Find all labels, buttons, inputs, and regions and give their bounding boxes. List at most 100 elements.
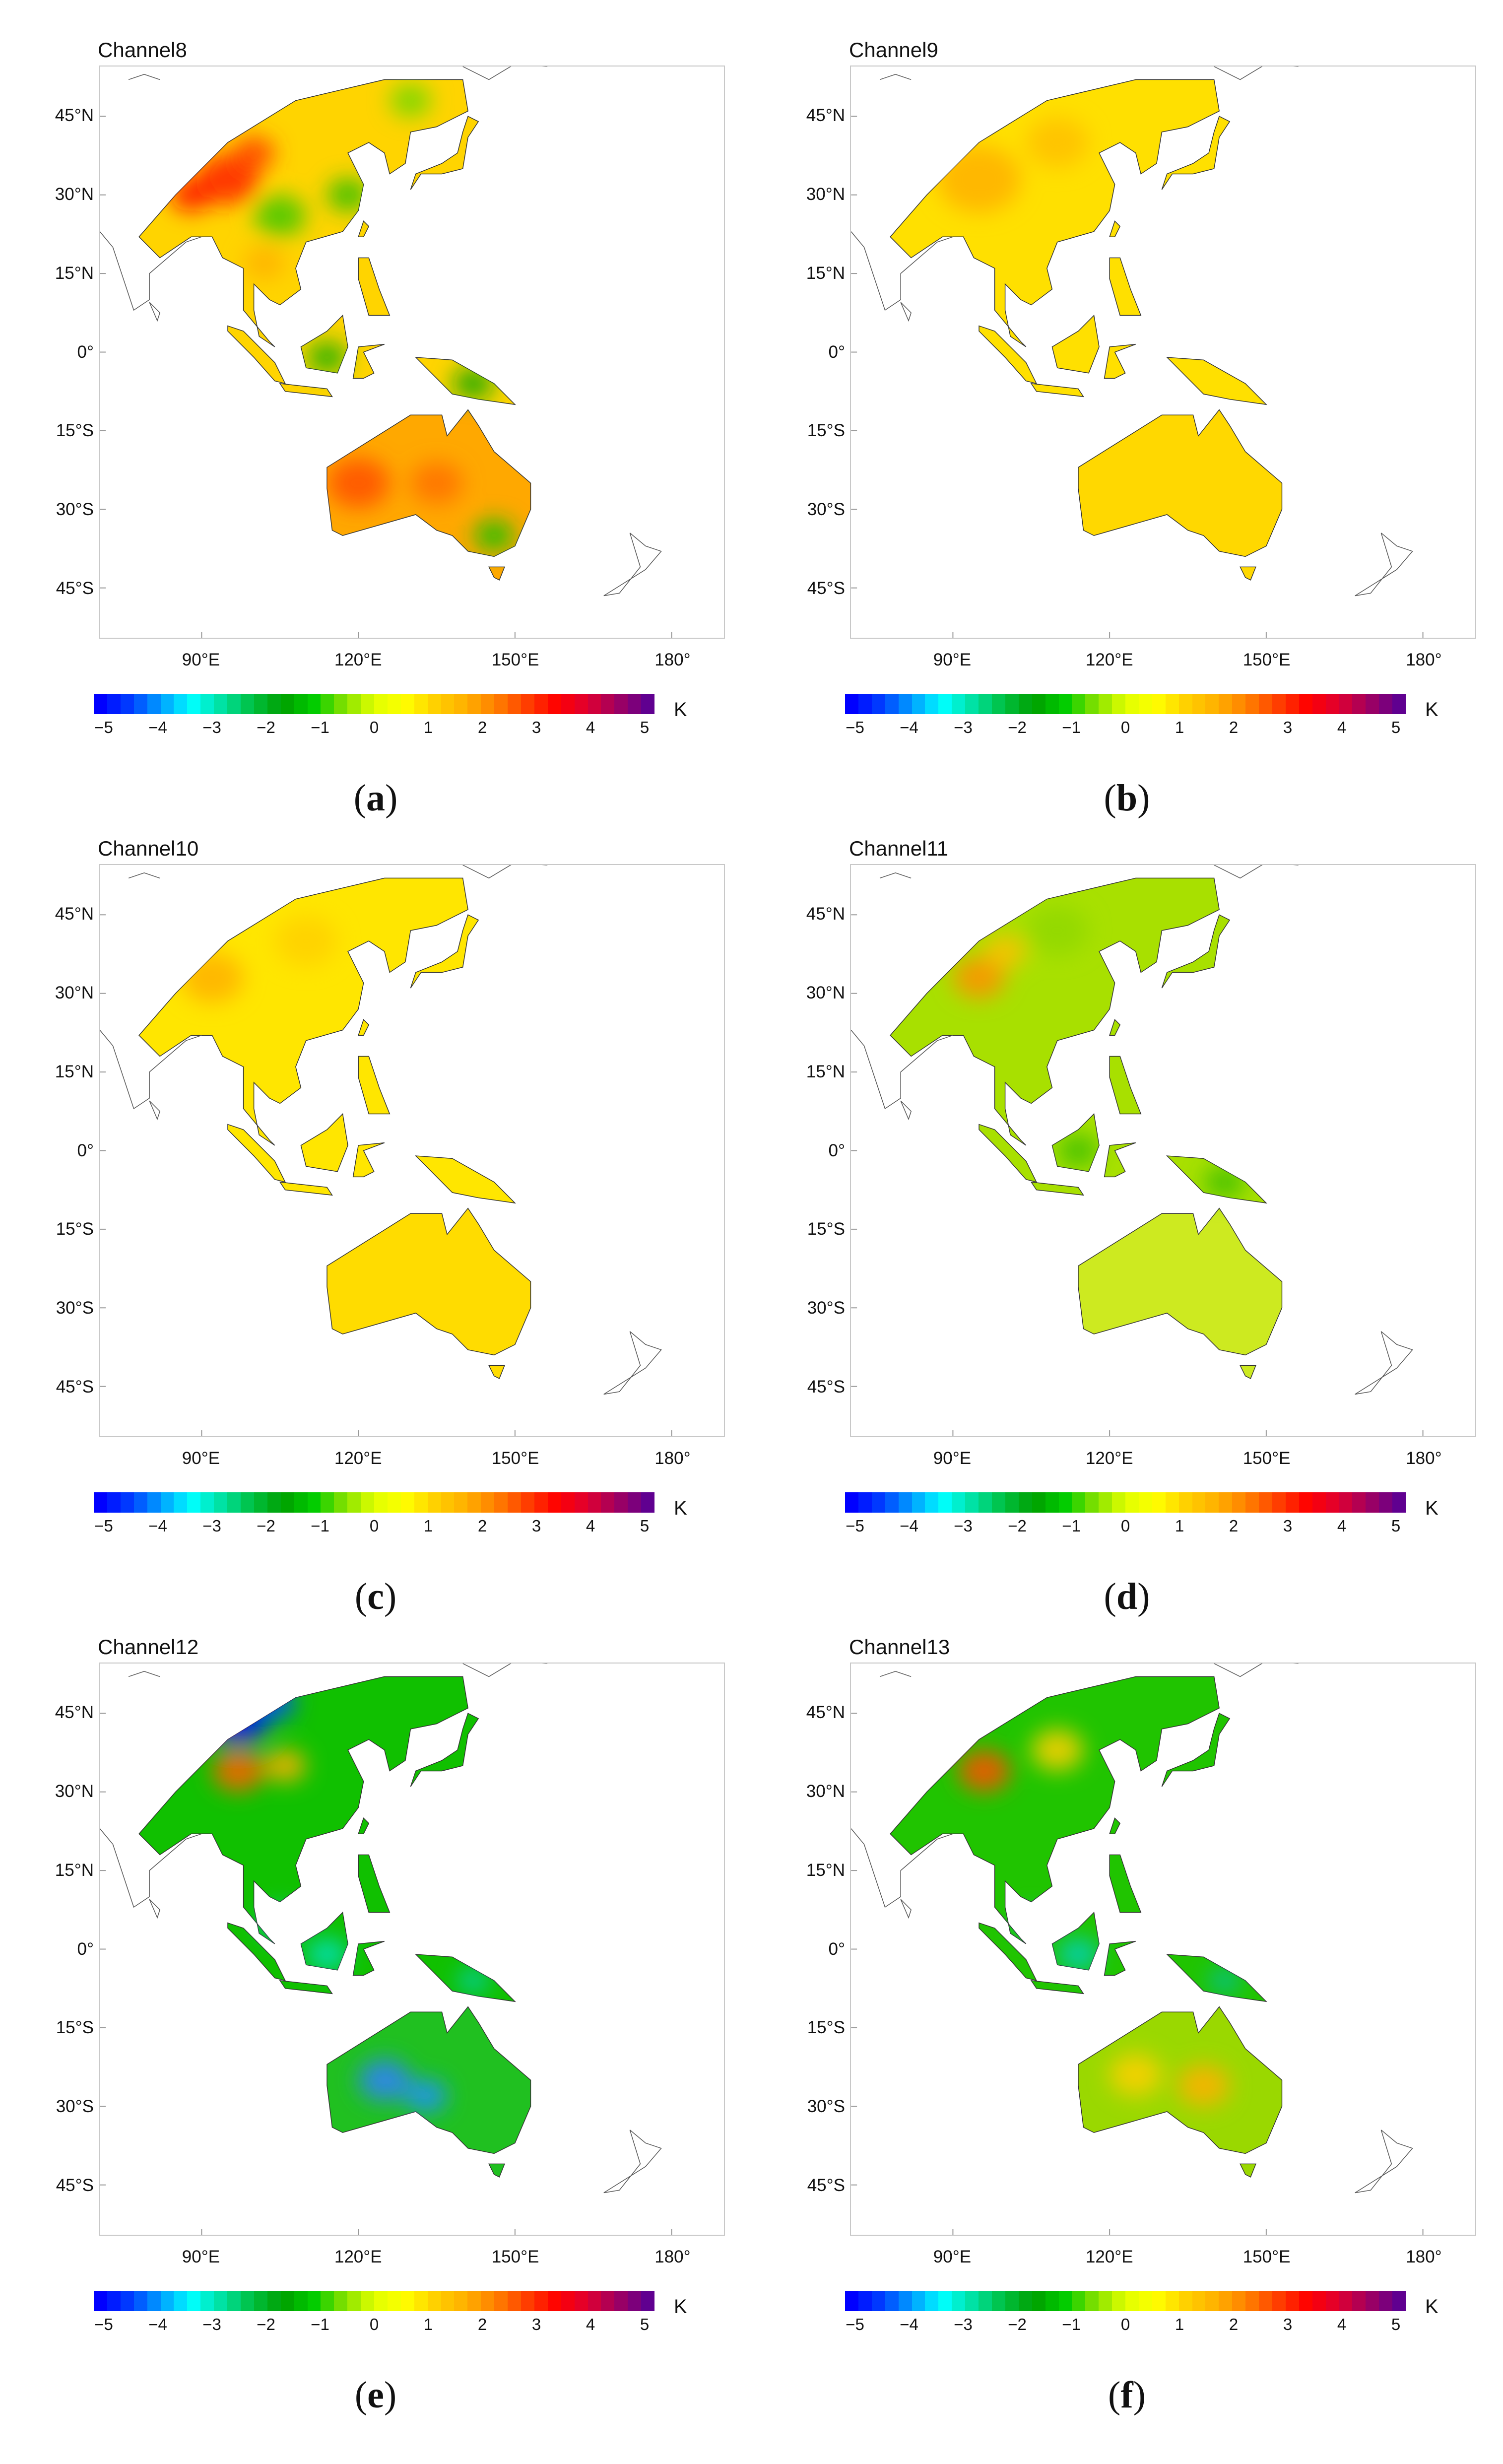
colorbar-tick-label: −1 [311,1517,329,1535]
colorbar-segment [858,2291,872,2311]
colorbar-tick-label: −3 [202,2315,221,2333]
colorbar-segment [254,694,267,714]
coastline-russiacoast [462,865,548,879]
colorbar-segment [1232,1492,1246,1513]
land-mainland [890,1676,1220,1944]
colorbar-segment [1285,2291,1299,2311]
colorbar-tick-label: −2 [1008,718,1027,736]
colorbar-segment [267,694,281,714]
lat-label: 30°N [55,184,94,204]
colorbar-segment [1045,1492,1059,1513]
lat-label: 15°S [56,421,94,441]
colorbar-segment [1138,2291,1152,2311]
colorbar-segment [534,694,548,714]
colorbar-segment [1219,1492,1233,1513]
colorbar-tick-label: 4 [1337,2315,1347,2333]
colorbar-tick-label: −4 [148,718,167,736]
colorbar-unit: K [674,699,687,721]
coastline-newzealand [603,533,662,597]
coastline-newzealand [603,1331,662,1395]
colorbar-segment [227,694,241,714]
colorbar-segment [1325,2291,1339,2311]
colorbar-tick-label: 0 [1120,718,1130,736]
anomaly-region [1031,1729,1084,1771]
colorbar-segment [574,2291,588,2311]
lat-label: 30°N [806,1781,845,1801]
colorbar-segment [187,694,201,714]
colorbar-tick-label: 4 [586,718,595,736]
colorbar-segment [965,2291,979,2311]
colorbar-tick-label: −4 [900,1517,918,1535]
lat-label: 15°N [806,1860,845,1880]
lon-label: 90°E [182,2247,220,2266]
land-sulawesi [1104,343,1136,379]
coastline-russiacoast [462,67,548,80]
anomaly-region [1057,1937,1100,1971]
lon-label: 180° [654,2247,691,2266]
coastline-newzealand [1355,1331,1413,1395]
colorbar-segment [1259,1492,1272,1513]
lon-label: 90°E [182,1449,220,1468]
colorbar-segment [588,2291,601,2311]
colorbar-segment [1005,1492,1019,1513]
lat-label: 15°S [807,1219,845,1239]
colorbar-segment [361,2291,375,2311]
colorbar-tick-label: 2 [1229,2315,1239,2333]
land-philippines [1109,257,1142,316]
colorbar-segment [912,2291,925,2311]
colorbar-segment [160,2291,174,2311]
colorbar-tick-label: −2 [1008,1517,1027,1535]
colorbar-tick-label: 2 [477,2315,487,2333]
colorbar-segment [601,2291,615,2311]
colorbar-segment [467,2291,481,2311]
colorbar-tick-label: −2 [257,718,275,736]
colorbar-segment [952,1492,966,1513]
lon-label: 150°E [1242,2247,1291,2266]
coastline-newzealand [603,2130,662,2194]
colorbar-segment [214,1492,228,1513]
map-canvas [851,865,1424,1436]
colorbar-segment [898,694,912,714]
coastline-srilanka [900,1899,912,1919]
colorbar-segment [938,1492,952,1513]
colorbar-segment [441,1492,455,1513]
colorbar-segment [614,2291,628,2311]
colorbar-segment [1259,694,1272,714]
lat-label: 45°N [806,904,845,924]
lon-label: 120°E [334,1449,382,1468]
colorbar-tick-label: −4 [900,718,918,736]
colorbar [845,694,1406,714]
panel-title: Channel9 [849,38,938,62]
land-sulawesi [352,343,385,379]
anomaly-region [274,916,338,966]
colorbar-segment [454,694,468,714]
colorbar-segment [534,2291,548,2311]
land-tasmania [1240,1365,1256,1379]
colorbar-segment [845,1492,858,1513]
panel-label: (a) [353,777,398,819]
lat-label: 45°S [56,579,94,599]
lat-label: 15°N [55,1062,94,1081]
lat-label: 0° [828,342,845,362]
anomaly-region [170,178,212,212]
colorbar-tick-label: 3 [1283,718,1293,736]
anomaly-region [1203,1165,1245,1199]
land-sulawesi [1104,1940,1136,1976]
colorbar-segment [1085,694,1099,714]
anomaly-region [473,519,515,552]
colorbar-segment [280,1492,294,1513]
colorbar-segment [1205,694,1219,714]
land-mainland [890,79,1220,347]
colorbar-segment [174,694,188,714]
colorbar-tick-label: 5 [640,718,650,736]
colorbar-segment [441,694,455,714]
land-borneo [1051,314,1100,374]
colorbar-segment [1352,1492,1366,1513]
coastline-india [851,1030,953,1110]
colorbar-segment [1032,1492,1046,1513]
colorbar-segment [561,694,575,714]
colorbar-tick-label: 4 [586,2315,595,2333]
colorbar-segment [321,2291,334,2311]
land-java [1030,1181,1084,1196]
colorbar-segment [1018,694,1032,714]
